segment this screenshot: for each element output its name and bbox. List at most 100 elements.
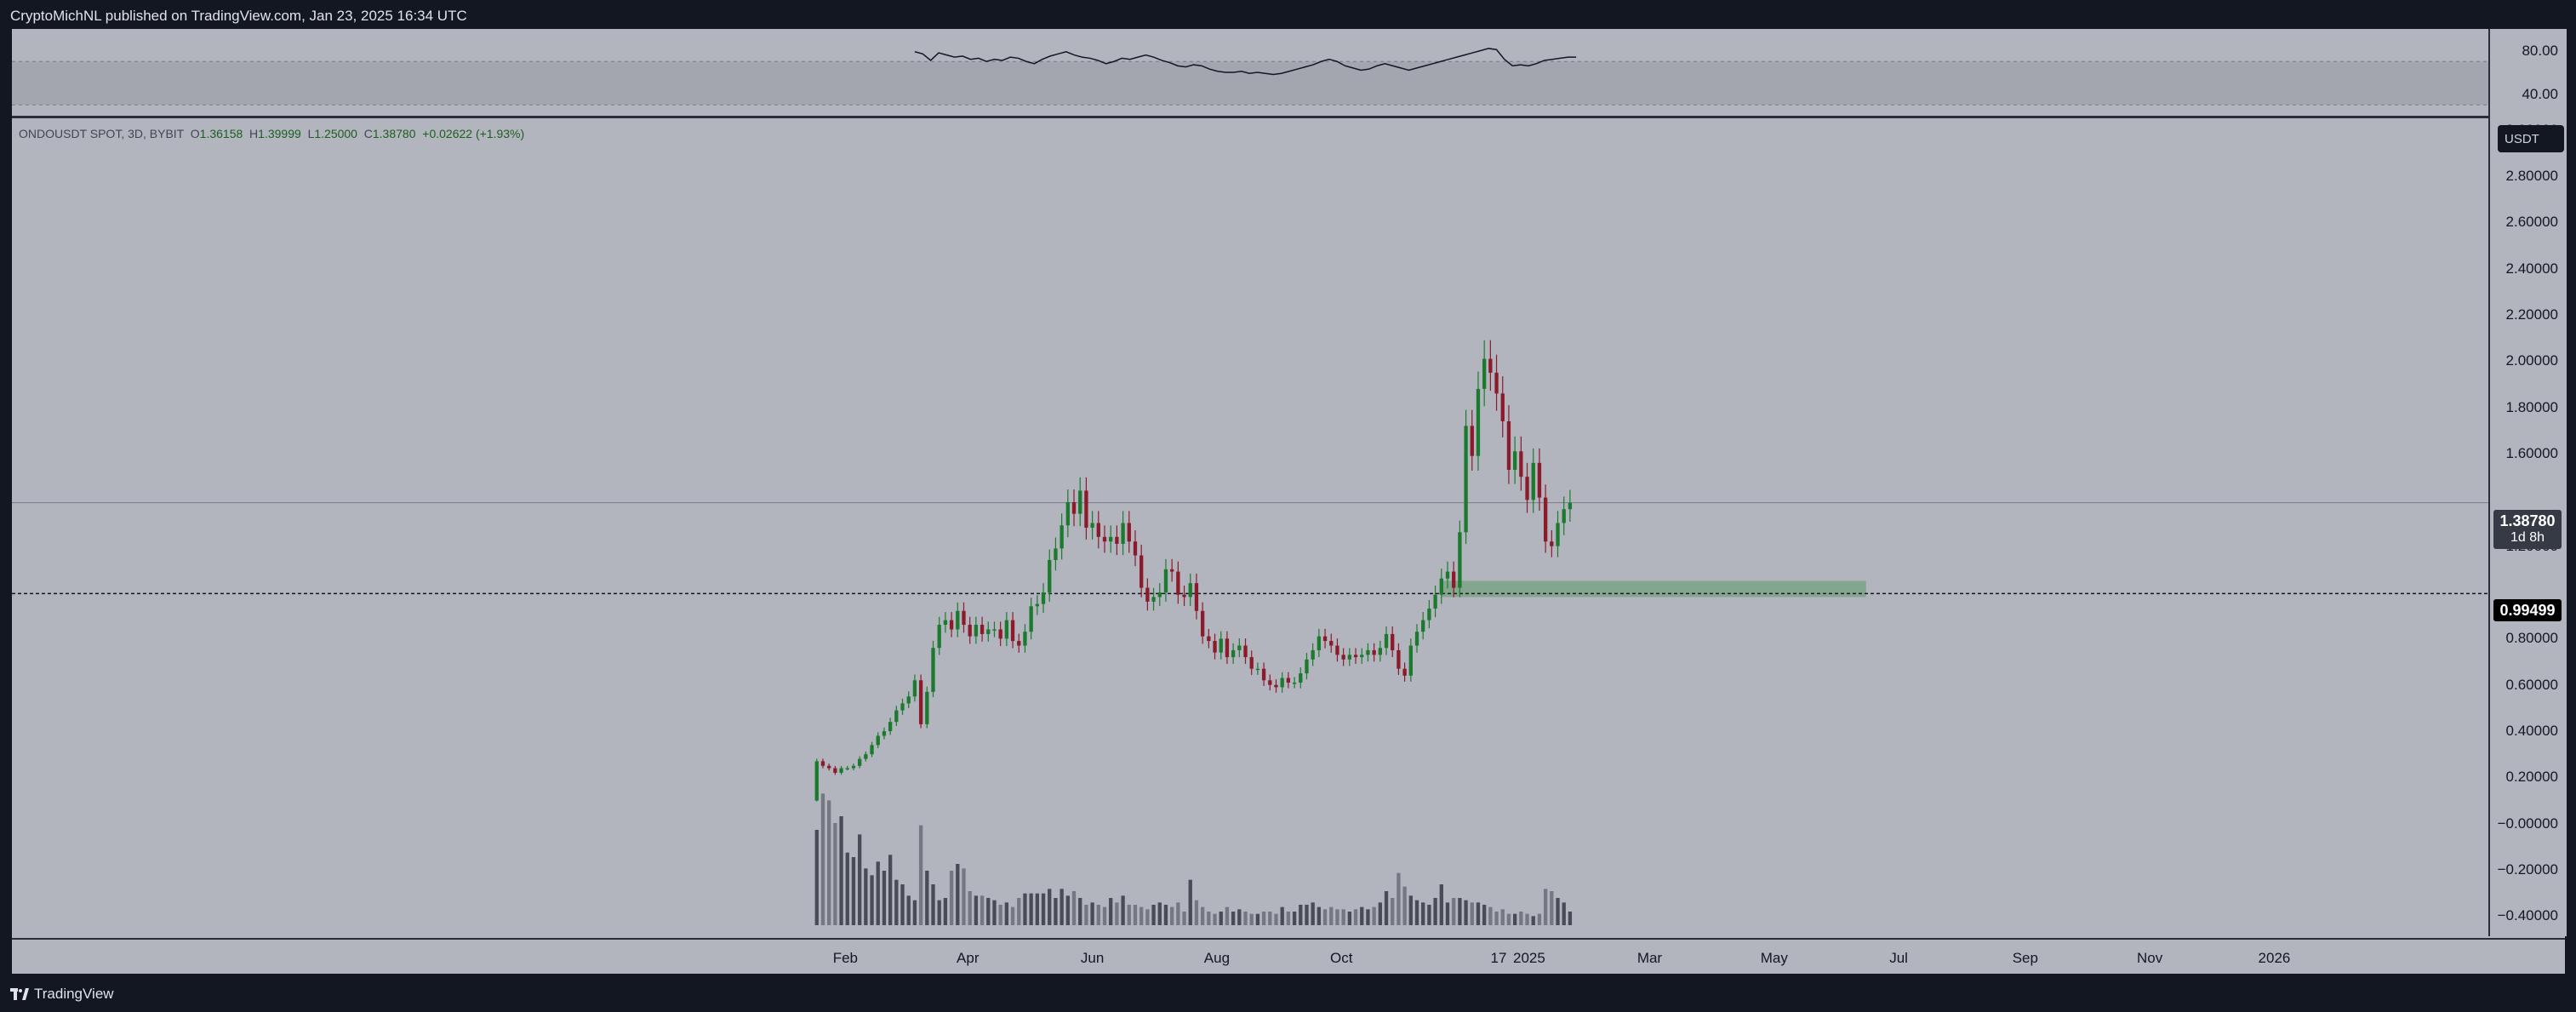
legend-close: 1.38780 <box>372 127 416 140</box>
horizontal-line-price-badge: 0.99499 <box>2493 599 2562 621</box>
volume-bar <box>1133 905 1138 925</box>
candle-body <box>1213 641 1217 653</box>
last-price: 1.38780 <box>2499 512 2556 529</box>
volume-bar <box>949 871 954 925</box>
volume-bar <box>1408 895 1413 925</box>
volume-bar <box>1213 913 1217 925</box>
volume-bar <box>1163 905 1168 925</box>
volume-bar <box>1249 913 1254 925</box>
price-chart <box>12 340 2488 925</box>
time-scale-label: Jun <box>1080 950 1105 966</box>
volume-bar <box>820 793 825 925</box>
volume-bar <box>1188 879 1192 925</box>
volume-bar <box>968 891 972 925</box>
candle-body <box>888 722 893 732</box>
volume-bar <box>1219 912 1223 925</box>
rsi-line <box>914 48 1577 76</box>
candle-body <box>857 758 862 766</box>
candle-body <box>1090 523 1094 528</box>
tradingview-brand[interactable]: TradingView <box>10 986 114 1003</box>
footer-bar: TradingView <box>0 974 2576 1012</box>
candle-body <box>1115 536 1119 544</box>
volume-bar <box>1445 902 1450 925</box>
volume-bar <box>888 855 893 925</box>
candle-body <box>1384 633 1389 649</box>
volume-bar <box>1090 902 1094 925</box>
candle-body <box>974 625 979 637</box>
volume-bar <box>1237 909 1242 925</box>
volume-bar <box>1519 912 1523 925</box>
candle-body <box>1280 678 1284 688</box>
volume-bar <box>937 900 941 925</box>
volume-bar <box>1322 909 1328 925</box>
time-scale[interactable]: Feb Apr Jun Aug Oct 17 2025 Mar May Jul Sep Nov 2026 <box>12 938 2565 975</box>
candle-body <box>912 680 917 697</box>
candle-body <box>1322 636 1328 642</box>
price-scale-label: 0.60000 <box>2505 676 2558 693</box>
pane-divider[interactable] <box>12 116 2565 118</box>
candle-body <box>894 710 899 723</box>
volume-bar <box>1335 909 1339 925</box>
volume-bar <box>851 857 856 925</box>
candle-body <box>1139 555 1144 588</box>
candle-body <box>1133 541 1138 556</box>
publisher-bar: CryptoMichNL published on TradingView.co… <box>0 0 2576 29</box>
price-scale-label: 2.20000 <box>2505 306 2558 323</box>
volume-bar <box>1096 905 1100 925</box>
price-scale-label: 0.40000 <box>2505 723 2558 740</box>
candle-body <box>1188 583 1192 597</box>
price-scale-label: −0.00000 <box>2497 815 2558 832</box>
candle-body <box>1010 620 1015 642</box>
chart-frame[interactable]: ONDOUSDT SPOT, 3D, BYBIT O1.36158 H1.399… <box>12 29 2567 1002</box>
candle-body <box>962 610 966 626</box>
currency-badge[interactable]: USDT <box>2498 125 2564 152</box>
volume-bar <box>1421 902 1425 925</box>
candle-body <box>949 620 954 630</box>
candle-body <box>1568 502 1573 510</box>
candle-body <box>1366 649 1370 655</box>
volume-bar <box>1054 898 1058 925</box>
candle-body <box>1494 372 1499 394</box>
volume-bar <box>1531 916 1535 925</box>
candle-body <box>1445 571 1450 579</box>
candle-body <box>1194 583 1199 611</box>
volume-bar <box>1439 884 1443 925</box>
volume-bar <box>1078 898 1082 925</box>
price-scale[interactable]: 80.00 40.00 USDT 3.00000 2.80000 2.60000 2.4… <box>2488 29 2567 936</box>
candle-body <box>1225 638 1230 658</box>
candle-body <box>851 765 856 769</box>
candle-body <box>1391 633 1395 650</box>
candle-body <box>1414 632 1419 646</box>
candle-body <box>1311 649 1315 660</box>
volume-bar <box>1427 905 1431 925</box>
candle-body <box>937 625 941 649</box>
volume-bar <box>974 895 979 925</box>
volume-bar <box>1065 895 1070 925</box>
candle-body <box>882 731 887 736</box>
candle-body <box>1543 497 1548 542</box>
candle-body <box>1402 668 1407 676</box>
time-scale-label: Apr <box>957 950 980 966</box>
publisher-line: CryptoMichNL published on TradingView.co… <box>10 8 467 24</box>
volume-bar <box>980 895 985 925</box>
candle-body <box>1145 587 1150 602</box>
volume-bar <box>1433 898 1437 925</box>
price-scale-label: 2.80000 <box>2505 167 2558 184</box>
time-scale-label: Oct <box>1330 950 1353 966</box>
legend-symbol: ONDOUSDT SPOT, 3D, BYBIT <box>19 127 184 140</box>
volume-bar <box>1329 906 1334 925</box>
candle-body <box>1029 606 1033 632</box>
volume-bar <box>1010 906 1015 925</box>
candle-body <box>1421 620 1425 632</box>
candle-body <box>1470 426 1474 456</box>
time-scale-label: Sep <box>2012 950 2038 966</box>
volume-bar <box>962 868 966 925</box>
candle-body <box>1317 636 1322 650</box>
candle-body <box>839 768 843 773</box>
rsi-pane[interactable] <box>12 29 2488 116</box>
price-scale-label: 1.60000 <box>2505 444 2558 461</box>
candle-body <box>918 680 923 724</box>
main-price-pane[interactable]: ONDOUSDT SPOT, 3D, BYBIT O1.36158 H1.399… <box>12 118 2488 1002</box>
volume-bar <box>1317 906 1322 925</box>
candle-body <box>1397 649 1401 669</box>
